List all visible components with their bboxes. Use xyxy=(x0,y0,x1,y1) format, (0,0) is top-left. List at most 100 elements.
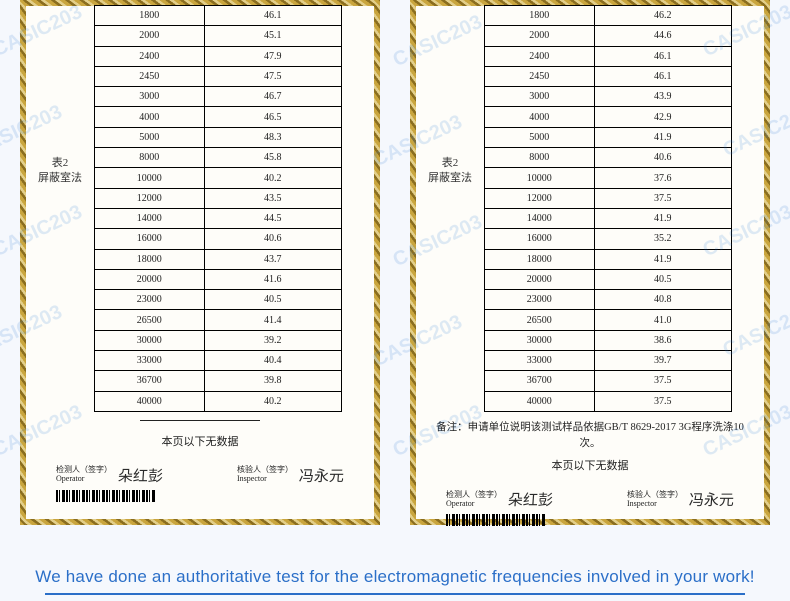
table-cell: 40.5 xyxy=(594,269,731,289)
side-label: 表2 屏蔽室法 xyxy=(416,6,484,187)
table-cell: 45.8 xyxy=(204,148,341,168)
table-cell: 42.9 xyxy=(594,107,731,127)
divider xyxy=(140,420,260,421)
operator-block: 检测人（签字） Operator 朵红彭 xyxy=(446,487,553,508)
table-row: 1800043.7 xyxy=(95,249,342,269)
table-cell: 35.2 xyxy=(594,229,731,249)
table-cell: 39.8 xyxy=(204,371,341,391)
table-cell: 20000 xyxy=(95,269,205,289)
table-row: 4000037.5 xyxy=(485,391,732,411)
table-cell: 26500 xyxy=(95,310,205,330)
table-row: 2000040.5 xyxy=(485,269,732,289)
headline-text: We have done an authoritative test for t… xyxy=(0,567,790,587)
table-cell: 1800 xyxy=(485,6,595,26)
table-cell: 48.3 xyxy=(204,127,341,147)
table-row: 1800041.9 xyxy=(485,249,732,269)
table-cell: 40.2 xyxy=(204,168,341,188)
table-cell: 41.6 xyxy=(204,269,341,289)
table-cell: 14000 xyxy=(95,208,205,228)
no-more-data: 本页以下无数据 xyxy=(26,433,374,449)
side-label: 表2 屏蔽室法 xyxy=(26,6,94,187)
operator-signature: 朵红彭 xyxy=(507,489,553,510)
table-cell: 40.2 xyxy=(204,391,341,411)
table-cell: 2400 xyxy=(485,46,595,66)
table-cell: 41.9 xyxy=(594,249,731,269)
table-row: 240047.9 xyxy=(95,46,342,66)
table-row: 400042.9 xyxy=(485,107,732,127)
table-cell: 46.1 xyxy=(594,46,731,66)
table-cell: 14000 xyxy=(485,208,595,228)
table-row: 400046.5 xyxy=(95,107,342,127)
inspector-block: 核验人（签字） Inspector 冯永元 xyxy=(237,463,344,484)
table-cell: 33000 xyxy=(485,351,595,371)
table-row: 1200043.5 xyxy=(95,188,342,208)
table-cell: 2450 xyxy=(485,66,595,86)
table-cell: 36700 xyxy=(95,371,205,391)
table-row: 300046.7 xyxy=(95,87,342,107)
table-cell: 8000 xyxy=(95,148,205,168)
inspector-signature: 冯永元 xyxy=(688,489,734,510)
table-cell: 39.7 xyxy=(594,351,731,371)
table-cell: 30000 xyxy=(485,330,595,350)
barcode-icon xyxy=(446,514,546,526)
table-cell: 10000 xyxy=(95,168,205,188)
table-cell: 2000 xyxy=(485,26,595,46)
table-cell: 4000 xyxy=(95,107,205,127)
table-row: 2650041.0 xyxy=(485,310,732,330)
table-cell: 43.5 xyxy=(204,188,341,208)
table-cell: 40.6 xyxy=(204,229,341,249)
table-row: 300043.9 xyxy=(485,87,732,107)
table-row: 500048.3 xyxy=(95,127,342,147)
table-row: 1400044.5 xyxy=(95,208,342,228)
table-row: 245047.5 xyxy=(95,66,342,86)
table-row: 1000040.2 xyxy=(95,168,342,188)
table-row: 180046.1 xyxy=(95,6,342,26)
remark-text: 备注：申请单位说明该测试样品依据GB/T 8629-2017 3G程序洗涤10次… xyxy=(434,420,746,452)
table-row: 200045.1 xyxy=(95,26,342,46)
table-cell: 30000 xyxy=(95,330,205,350)
table-cell: 12000 xyxy=(95,188,205,208)
table-cell: 2400 xyxy=(95,46,205,66)
barcode-icon xyxy=(56,490,156,502)
table-row: 3670037.5 xyxy=(485,371,732,391)
table-cell: 41.0 xyxy=(594,310,731,330)
table-cell: 41.9 xyxy=(594,127,731,147)
table-row: 800040.6 xyxy=(485,148,732,168)
table-row: 240046.1 xyxy=(485,46,732,66)
table-cell: 23000 xyxy=(95,290,205,310)
inspector-block: 核验人（签字） Inspector 冯永元 xyxy=(627,487,734,508)
table-cell: 41.4 xyxy=(204,310,341,330)
table-cell: 40000 xyxy=(485,391,595,411)
headline-underline xyxy=(45,593,745,595)
side-label-line1: 表2 xyxy=(26,156,94,171)
table-cell: 36700 xyxy=(485,371,595,391)
table-cell: 40.6 xyxy=(594,148,731,168)
table-row: 3000038.6 xyxy=(485,330,732,350)
table-cell: 5000 xyxy=(485,127,595,147)
table-cell: 40000 xyxy=(95,391,205,411)
table-cell: 26500 xyxy=(485,310,595,330)
inspector-label-en: Inspector xyxy=(627,500,683,509)
table-cell: 37.6 xyxy=(594,168,731,188)
table-cell: 37.5 xyxy=(594,371,731,391)
table-row: 2650041.4 xyxy=(95,310,342,330)
table-cell: 2000 xyxy=(95,26,205,46)
table-cell: 40.5 xyxy=(204,290,341,310)
table-cell: 4000 xyxy=(485,107,595,127)
table-cell: 1800 xyxy=(95,6,205,26)
table-row: 3300039.7 xyxy=(485,351,732,371)
table-cell: 3000 xyxy=(95,87,205,107)
table-row: 200044.6 xyxy=(485,26,732,46)
table-cell: 20000 xyxy=(485,269,595,289)
table-cell: 5000 xyxy=(95,127,205,147)
table-row: 1000037.6 xyxy=(485,168,732,188)
table-cell: 40.8 xyxy=(594,290,731,310)
table-cell: 23000 xyxy=(485,290,595,310)
operator-label-en: Operator xyxy=(446,500,502,509)
table-cell: 45.1 xyxy=(204,26,341,46)
table-cell: 47.5 xyxy=(204,66,341,86)
table-cell: 37.5 xyxy=(594,391,731,411)
inspector-label-en: Inspector xyxy=(237,475,293,484)
table-row: 2300040.5 xyxy=(95,290,342,310)
table-cell: 33000 xyxy=(95,351,205,371)
